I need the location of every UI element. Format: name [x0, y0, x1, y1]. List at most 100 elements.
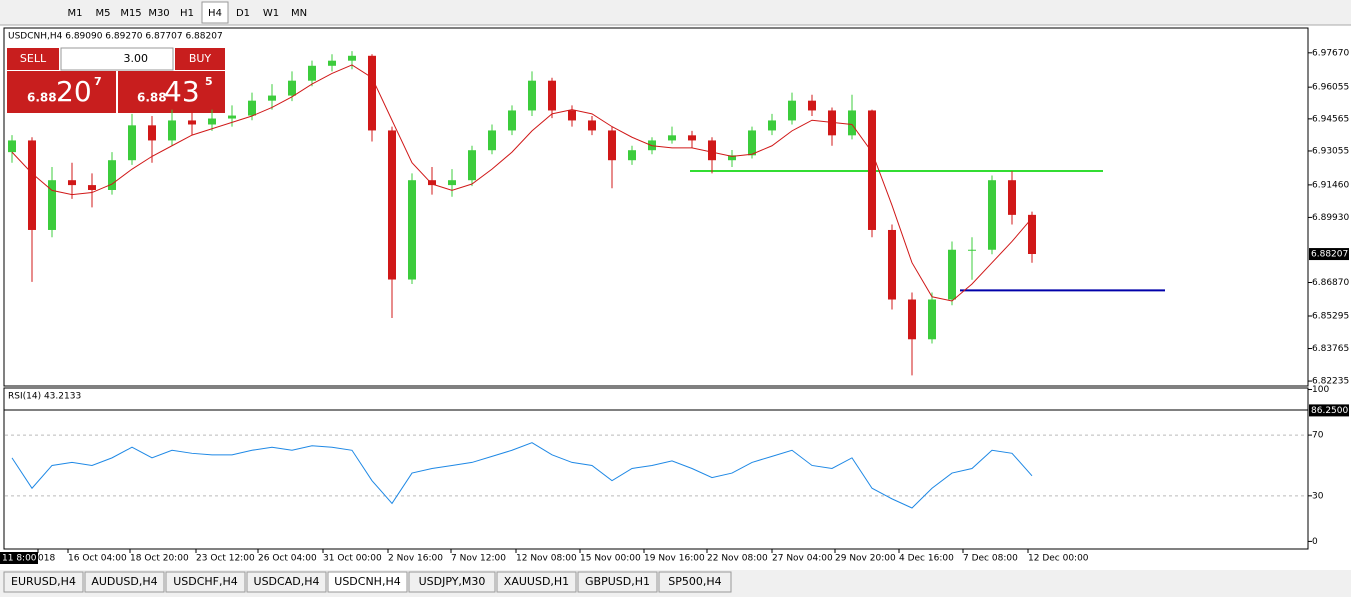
timeframe-button[interactable]: W1	[263, 8, 279, 19]
candle-body	[88, 185, 96, 190]
x-tick-label: 2 Nov 16:00	[388, 554, 443, 564]
sell-price-box[interactable]	[7, 71, 116, 113]
x-tick-label: 31 Oct 00:00	[323, 554, 382, 564]
candle-body	[208, 118, 216, 125]
tab-label: EURUSD,H4	[11, 575, 76, 588]
candle-body	[68, 180, 76, 186]
moving-average	[11, 64, 1033, 302]
sell-pips: 20	[56, 75, 92, 108]
tab-label: XAUUSD,H1	[504, 575, 569, 588]
rsi-marker-label: 86.2500	[1311, 406, 1348, 416]
x-tick-label: 7 Nov 12:00	[451, 554, 506, 564]
timeframe-button[interactable]: D1	[236, 8, 250, 19]
candle-body	[1008, 180, 1016, 215]
candle-body	[288, 80, 296, 96]
rsi-tick-label: 0	[1312, 537, 1318, 547]
timeframe-button[interactable]: M1	[68, 8, 83, 19]
rsi-tick-label: 70	[1312, 431, 1324, 441]
candle-body	[468, 150, 476, 181]
candle-body	[868, 110, 876, 230]
candle-body	[568, 110, 576, 121]
candle-body	[448, 180, 456, 186]
candle-body	[688, 135, 696, 141]
timeframe-button[interactable]: H1	[180, 8, 194, 19]
buy-price-box[interactable]	[118, 71, 225, 113]
buy-label: BUY	[189, 52, 212, 65]
candle-body	[368, 55, 376, 131]
tab[interactable]	[577, 571, 658, 593]
candle-body	[348, 55, 356, 61]
x-start-box	[0, 552, 38, 564]
timeframe-button[interactable]: M30	[148, 8, 169, 19]
y-tick-label: 6.97670	[1312, 48, 1349, 58]
tab[interactable]	[658, 571, 732, 593]
candle-body	[48, 180, 56, 230]
candle-body	[1028, 214, 1036, 254]
tab-label: USDCHF,H4	[173, 575, 238, 588]
x-tick-label: 15 Nov 00:00	[580, 554, 641, 564]
candle-body	[408, 180, 416, 280]
buy-button[interactable]	[175, 48, 225, 70]
candle-body	[328, 60, 336, 66]
timeframe-button[interactable]: H4	[208, 8, 222, 19]
x-tick-label: 29 Nov 20:00	[835, 554, 896, 564]
candle-body	[668, 135, 676, 141]
candle-body	[488, 130, 496, 151]
candle-body	[308, 65, 316, 81]
tab[interactable]	[165, 571, 246, 593]
tab[interactable]	[496, 571, 577, 593]
tab[interactable]	[408, 571, 496, 593]
candle-body	[768, 120, 776, 131]
active-timeframe	[201, 1, 229, 24]
rsi-header: RSI(14) 43.2133	[8, 392, 81, 402]
tab[interactable]	[3, 571, 84, 593]
rsi-tick-label: 30	[1312, 491, 1324, 501]
y-tick-label: 6.91460	[1312, 180, 1349, 190]
tab-label: USDJPY,M30	[419, 575, 486, 588]
candle-body	[728, 155, 736, 161]
candle-body	[248, 100, 256, 116]
candle-body	[428, 180, 436, 186]
timeframe-button[interactable]: MN	[291, 8, 307, 19]
rsi-marker-box	[1309, 404, 1349, 417]
candle-body	[808, 100, 816, 111]
lots-value: 3.00	[124, 52, 149, 65]
timeframe-button[interactable]: M15	[120, 8, 141, 19]
candle-body	[128, 125, 136, 161]
tab-label: USDCAD,H4	[254, 575, 320, 588]
candle-body	[828, 110, 836, 136]
x-tick-label: 018	[38, 554, 55, 564]
candle-body	[8, 140, 16, 153]
x-tick-label: 18 Oct 20:00	[130, 554, 189, 564]
x-tick-label: 12 Dec 00:00	[1028, 554, 1089, 564]
candle-body	[888, 229, 896, 300]
x-tick-label: 27 Nov 04:00	[772, 554, 833, 564]
x-tick-label: 12 Nov 08:00	[516, 554, 577, 564]
lots-input[interactable]	[60, 47, 174, 71]
timeframe-button[interactable]: M5	[96, 8, 111, 19]
rsi-tick-label: 100	[1312, 385, 1329, 395]
candle-body	[848, 110, 856, 136]
candle-body	[708, 140, 716, 161]
rsi-line	[11, 442, 1033, 509]
chart-header: USDCNH,H4 6.89090 6.89270 6.87707 6.8820…	[8, 32, 223, 42]
y-tick-label: 6.89930	[1312, 213, 1349, 223]
tab[interactable]	[246, 571, 327, 593]
rsi-pane	[3, 387, 1309, 550]
current-price-box	[1309, 248, 1349, 261]
buy-big: 6.88	[137, 91, 167, 105]
candle-body	[628, 150, 636, 161]
candle-body	[788, 100, 796, 121]
sell-button[interactable]	[7, 48, 59, 70]
candle-body	[188, 120, 196, 125]
candle-body	[228, 115, 236, 119]
tab[interactable]	[84, 571, 165, 593]
sell-big: 6.88	[27, 91, 57, 105]
candle-body	[268, 95, 276, 101]
x-tick-label: 26 Oct 04:00	[258, 554, 317, 564]
active-tab[interactable]	[327, 571, 408, 593]
candle-body	[748, 130, 756, 156]
tab-label: AUDUSD,H4	[91, 575, 157, 588]
